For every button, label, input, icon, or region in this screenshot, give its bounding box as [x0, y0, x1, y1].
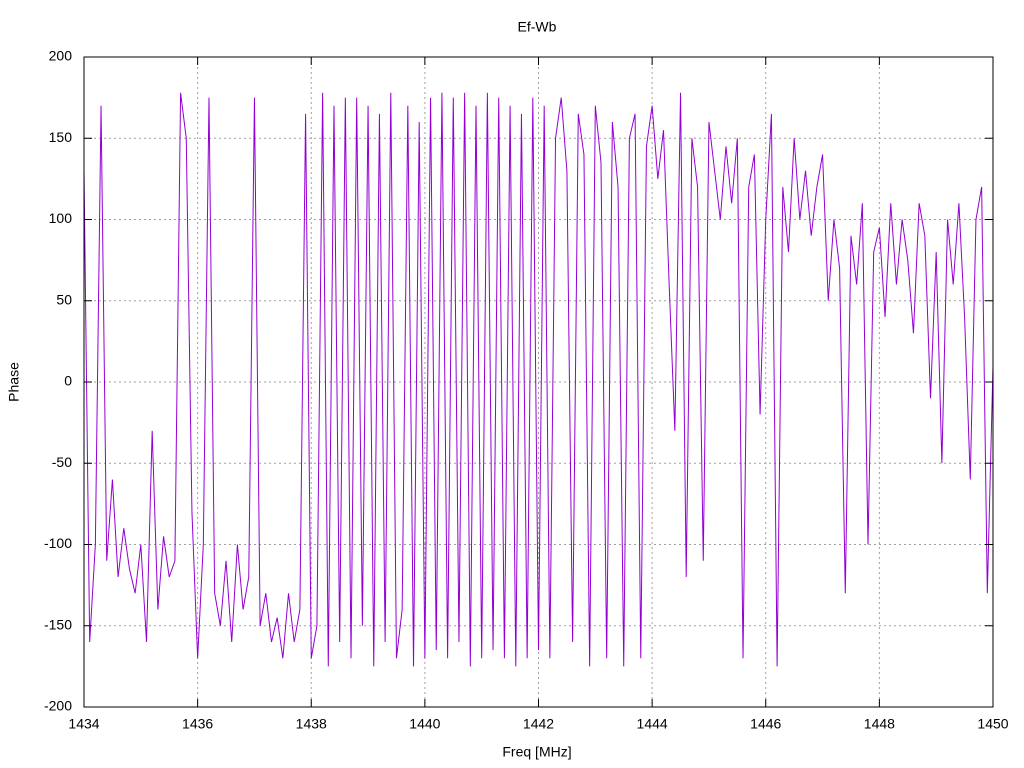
y-tick-label: -150 — [44, 616, 72, 632]
y-tick-label: 100 — [49, 210, 73, 226]
grid — [84, 57, 993, 707]
y-tick-label: -50 — [52, 454, 72, 470]
plot-area — [83, 92, 994, 667]
y-tick-label: -200 — [44, 698, 72, 714]
x-axis-label: Freq [MHz] — [502, 744, 571, 760]
x-tick-label: 1436 — [182, 716, 213, 732]
y-tick-label: 150 — [49, 129, 73, 145]
x-tick-label: 1444 — [637, 716, 668, 732]
y-tick-label: 0 — [64, 373, 72, 389]
data-line — [83, 92, 994, 667]
x-tick-label: 1438 — [296, 716, 327, 732]
x-tick-label: 1446 — [750, 716, 781, 732]
y-axis-label: Phase — [6, 362, 22, 402]
chart-title: Ef-Wb — [518, 19, 557, 35]
x-tick-label: 1442 — [523, 716, 554, 732]
y-tick-label: -100 — [44, 535, 72, 551]
x-tick-label: 1434 — [68, 716, 99, 732]
x-tick-label: 1440 — [409, 716, 440, 732]
y-tick-label: 200 — [49, 48, 73, 64]
ticks: -200 -150 -100 -50 0 50 100 150 200 1434 1436 1438 1… — [44, 48, 1009, 732]
x-tick-label: 1448 — [864, 716, 895, 732]
y-tick-label: 50 — [56, 291, 72, 307]
x-tick-label: 1450 — [977, 716, 1008, 732]
